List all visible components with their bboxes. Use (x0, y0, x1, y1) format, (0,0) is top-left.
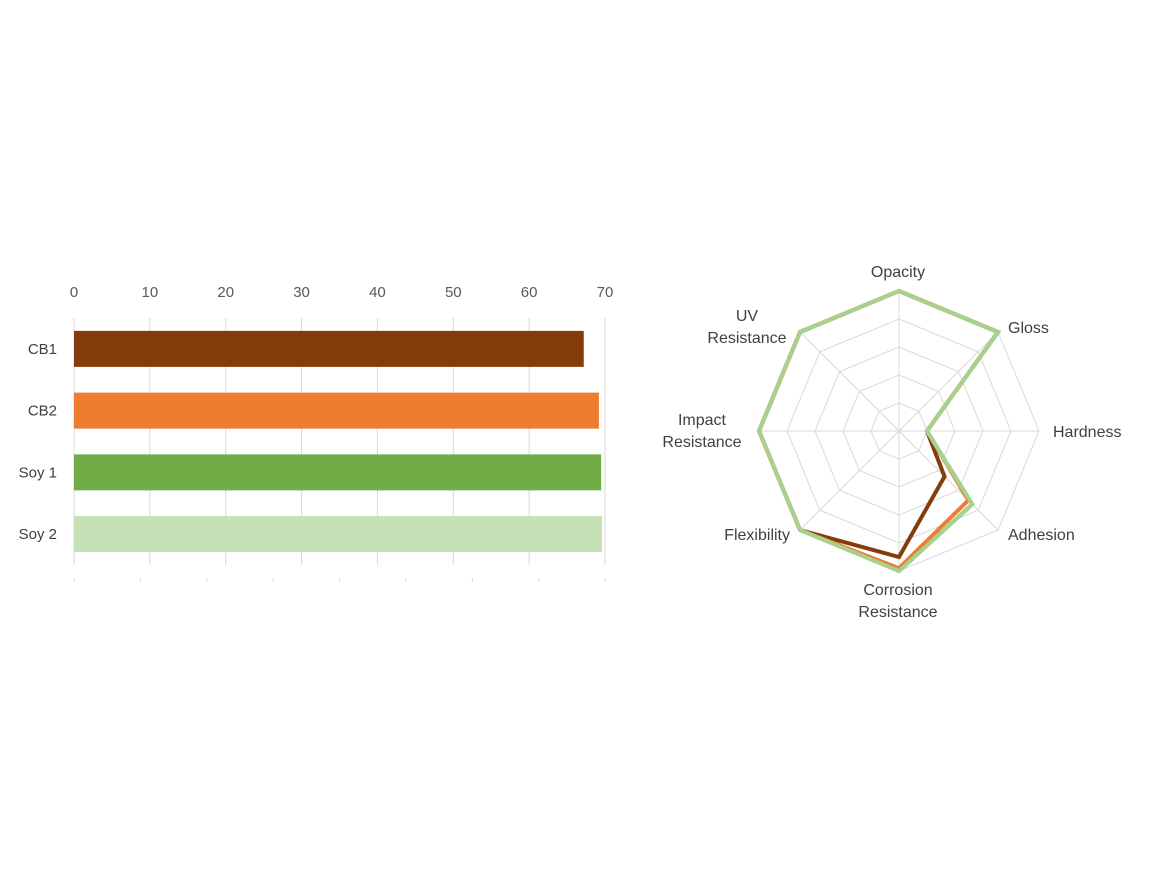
bar-series (74, 330, 602, 553)
radar-spoke (898, 331, 999, 432)
bar-x-tick-label: 40 (369, 284, 386, 301)
radar-axis-label: Opacity (871, 264, 925, 281)
radar-series (756, 288, 1002, 574)
radar-spoke (898, 430, 999, 531)
bar-category-label: CB1 (28, 341, 57, 358)
bar-x-tick-label: 70 (597, 284, 614, 301)
radar-spoke (799, 430, 900, 531)
radar-axis-label: UV Resistance (707, 308, 786, 347)
bar-x-tick-label: 50 (445, 284, 462, 301)
bar-x-tick-label: 10 (142, 284, 159, 301)
bar-x-tick-label: 60 (521, 284, 538, 301)
bar-chart: 0 10 20 30 40 50 60 70 CB1 CB2 Soy 1 Soy 2 (19, 284, 614, 582)
radar-axis-label: Flexibility (724, 527, 790, 544)
bar (74, 516, 602, 553)
radar-axis-label: Adhesion (1008, 527, 1075, 544)
bar-category-labels: CB1 CB2 Soy 1 Soy 2 (19, 341, 57, 543)
bar-x-tick-label: 0 (70, 284, 78, 301)
bar-bottom-ticks (73, 578, 606, 582)
bar-category-label: Soy 1 (19, 464, 57, 481)
bar-category-label: CB2 (28, 403, 57, 420)
radar-chart: Opacity Gloss Hardness Adhesion Corrosion Res… (662, 264, 1121, 621)
radar-axis-label: Corrosion Resistance (858, 582, 937, 621)
bar-x-tick-labels: 0 10 20 30 40 50 60 70 (70, 284, 614, 301)
radar-axis-label: Hardness (1053, 424, 1121, 441)
radar-axis-labels: Opacity Gloss Hardness Adhesion Corrosion Res… (662, 264, 1121, 621)
bar (74, 392, 599, 429)
radar-axis-label: Gloss (1008, 320, 1049, 337)
radar-spoke (799, 331, 900, 432)
radar-series-line (756, 288, 1002, 574)
bar (74, 454, 602, 491)
bar-category-label: Soy 2 (19, 526, 57, 543)
bar (74, 330, 584, 367)
bar-x-tick-label: 30 (293, 284, 310, 301)
radar-series-line (756, 288, 1002, 571)
radar-axis-label: Impact Resistance (662, 412, 741, 451)
bar-x-tick-label: 20 (217, 284, 234, 301)
